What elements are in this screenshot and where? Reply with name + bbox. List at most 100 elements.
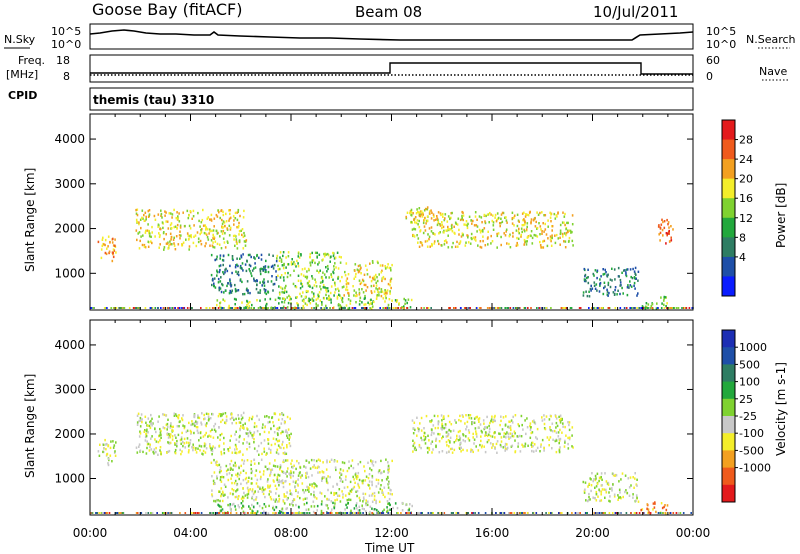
power-echo-cell xyxy=(332,278,334,281)
power-echo-cell xyxy=(212,245,214,249)
velocity-echo-cell xyxy=(268,431,270,434)
velocity-echo-cell xyxy=(305,466,307,469)
velocity-echo-cell xyxy=(456,434,458,438)
power-echo-cell xyxy=(144,211,147,214)
power-echo-cell xyxy=(553,212,556,216)
velocity-echo-cell xyxy=(279,468,281,471)
power-echo-cell xyxy=(135,218,138,222)
velocity-echo-cell xyxy=(492,443,494,446)
velocity-echo-cell xyxy=(220,505,223,509)
velocity-echo-cell xyxy=(261,488,263,491)
velocity-echo-cell xyxy=(617,494,619,497)
velocity-echo-cell xyxy=(220,413,222,416)
power-echo-cell xyxy=(628,286,630,289)
velocity-echo-cell xyxy=(513,430,516,433)
power-echo-cell xyxy=(176,223,179,227)
power-echo-cell xyxy=(214,258,216,262)
power-echo-cell xyxy=(670,236,672,239)
velocity-echo-cell xyxy=(364,479,367,482)
velocity-echo-cell xyxy=(311,483,313,486)
power-echo-cell xyxy=(614,288,616,292)
power-echo-cell xyxy=(115,251,117,254)
power-echo-cell xyxy=(229,307,232,309)
power-echo-cell xyxy=(309,252,312,256)
velocity-echo-cell xyxy=(350,512,352,514)
velocity-echo-cell xyxy=(549,426,551,429)
velocity-echo-cell xyxy=(138,445,140,448)
velocity-echo-cell xyxy=(285,459,287,462)
power-echo-cell xyxy=(415,221,418,225)
freq-unit-label: [MHz] xyxy=(6,68,38,81)
power-echo-cell xyxy=(222,210,224,213)
power-echo-cell xyxy=(543,239,546,243)
power-echo-cell xyxy=(389,280,392,284)
velocity-echo-cell xyxy=(504,449,506,452)
velocity-echo-cell xyxy=(598,488,600,491)
power-echo-cell xyxy=(244,240,247,243)
power-echo-cell xyxy=(335,266,337,269)
velocity-echo-cell xyxy=(615,512,618,514)
power-echo-cell xyxy=(291,258,293,261)
velocity-echo-cell xyxy=(146,446,148,450)
power-echo-cell xyxy=(328,276,330,279)
velocity-echo-cell xyxy=(625,512,628,514)
power-echo-cell xyxy=(176,227,178,230)
velocity-echo-cell xyxy=(541,419,544,422)
velocity-echo-cell xyxy=(200,512,203,514)
power-echo-cell xyxy=(339,261,342,264)
velocity-echo-cell xyxy=(435,444,437,447)
velocity-echo-cell xyxy=(235,421,238,425)
power-echo-cell xyxy=(663,307,666,309)
power-echo-cell xyxy=(165,233,167,236)
velocity-echo-cell xyxy=(258,504,261,508)
velocity-echo-cell xyxy=(230,459,233,463)
power-echo-cell xyxy=(461,214,463,218)
velocity-echo-cell xyxy=(209,445,211,448)
velocity-echo-cell xyxy=(243,438,245,441)
power-echo-cell xyxy=(661,218,663,221)
power-echo-region xyxy=(97,235,117,263)
velocity-echo-cell xyxy=(371,480,373,484)
power-echo-cell xyxy=(330,301,332,304)
velocity-echo-cell xyxy=(247,492,250,496)
velocity-echo-cell xyxy=(284,480,286,483)
velocity-echo-cell xyxy=(365,503,367,507)
power-echo-cell xyxy=(317,293,319,296)
velocity-echo-cell xyxy=(364,469,366,473)
power-echo-cell xyxy=(475,224,478,227)
velocity-echo-cell xyxy=(287,428,290,431)
velocity-echo-cell xyxy=(590,489,592,493)
velocity-echo-cell xyxy=(326,461,328,464)
power-echo-cell xyxy=(281,290,284,294)
velocity-echo-cell xyxy=(220,493,223,496)
velocity-echo-cell xyxy=(279,466,282,469)
power-echo-cell xyxy=(607,294,609,297)
power-echo-cell xyxy=(188,248,190,251)
velocity-echo-cell xyxy=(146,440,148,443)
power-echo-cell xyxy=(589,287,592,291)
power-echo-cell xyxy=(668,226,670,229)
velocity-echo-cell xyxy=(307,488,309,492)
power-echo-cell xyxy=(309,285,311,288)
velocity-echo-cell xyxy=(532,444,534,448)
velocity-echo-cell xyxy=(389,503,391,507)
power-echo-cell xyxy=(551,236,553,240)
velocity-echo-cell xyxy=(322,471,325,474)
power-echo-cell xyxy=(149,307,152,309)
power-echo-cell xyxy=(291,262,294,266)
velocity-echo-cell xyxy=(151,422,153,425)
velocity-echo-cell xyxy=(231,481,233,485)
velocity-echo-cell xyxy=(169,426,172,429)
velocity-colorbar-segment xyxy=(722,398,735,417)
velocity-ylabel: Slant Range [km] xyxy=(23,374,37,478)
power-echo-cell xyxy=(216,255,218,258)
power-echo-cell xyxy=(215,213,218,217)
power-echo-cell xyxy=(492,221,495,224)
power-echo-cell xyxy=(164,214,166,217)
power-echo-cell xyxy=(465,241,467,244)
velocity-echo-cell xyxy=(205,431,207,435)
velocity-echo-cell xyxy=(423,438,426,442)
velocity-echo-cell xyxy=(114,454,117,457)
power-echo-cell xyxy=(668,232,670,235)
power-echo-cell xyxy=(309,256,311,259)
